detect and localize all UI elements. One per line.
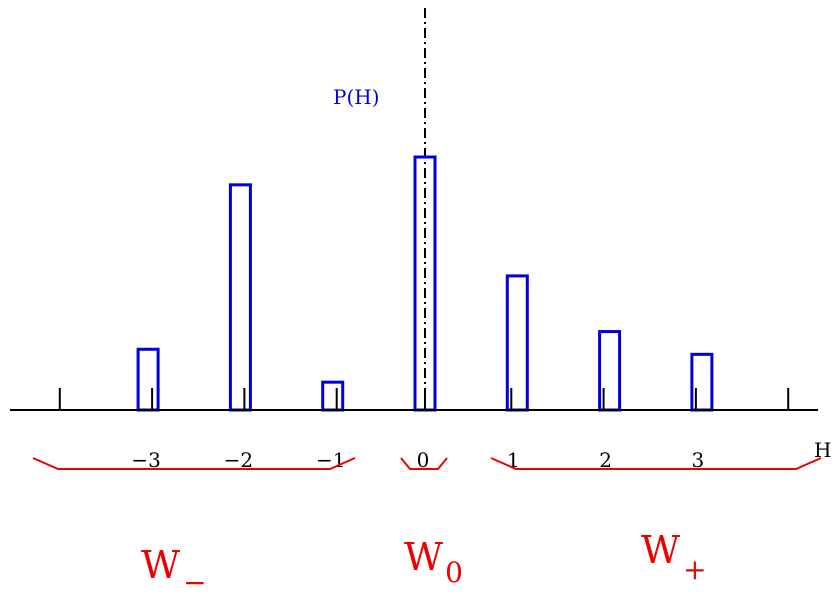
bar-h--2 xyxy=(228,183,252,412)
bar-h--3 xyxy=(136,347,160,412)
bar-h--1 xyxy=(321,380,345,412)
brace-w-zero xyxy=(400,457,448,470)
x-tick-label-3: 3 xyxy=(692,448,705,472)
region-label-w-minus: W − xyxy=(141,543,207,599)
region-labels-group: W − W0 W + xyxy=(141,528,707,599)
x-tick-label-0: 0 xyxy=(417,448,430,472)
brace-w-plus xyxy=(490,457,822,470)
region-label-w-zero: W0 xyxy=(404,535,463,589)
x-axis-title: H xyxy=(814,438,831,462)
region-braces-group xyxy=(32,457,822,470)
x-ticks-group xyxy=(58,388,790,410)
brace-w-minus xyxy=(32,457,356,470)
y-axis-title: P(H) xyxy=(333,85,380,109)
region-label-w-plus: W + xyxy=(641,528,707,586)
x-tick-label-2: 2 xyxy=(599,448,612,472)
